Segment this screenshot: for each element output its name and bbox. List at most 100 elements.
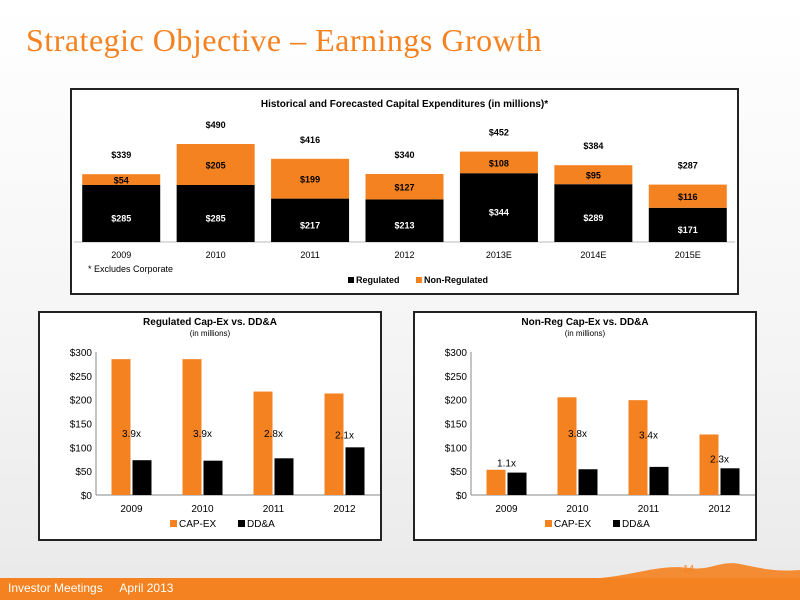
capex-bar-nonregulated: [176, 144, 255, 185]
capex-bar-nonregulated: [554, 165, 633, 185]
reg-y-tick: $300: [70, 348, 93, 359]
capex-total-label: $339: [111, 150, 131, 160]
capex-total-label: $340: [394, 150, 414, 160]
capex-x-tick: 2013E: [486, 250, 512, 260]
nonreg-x-tick: 2011: [638, 504, 660, 515]
capex-x-tick: 2012: [394, 250, 414, 260]
nonreg-bar-capex: [557, 397, 577, 495]
nonreg-ratio-label: 1.1x: [497, 459, 516, 470]
nonreg-bar-dda: [578, 469, 598, 495]
capex-bar-nonregulated: [365, 174, 444, 200]
reg-y-tick: $100: [70, 443, 93, 454]
reg-bar-dda: [203, 460, 223, 495]
capex-bar-regulated: [82, 185, 161, 242]
capex-total-label: $490: [206, 120, 226, 130]
reg-ratio-label: 2.1x: [335, 430, 354, 441]
nonreg-x-tick: 2010: [566, 504, 589, 515]
reg-chart-subtitle: (in millions): [190, 329, 231, 338]
footer-date: April 2013: [119, 581, 174, 595]
capex-value-label: $171: [678, 225, 698, 235]
reg-bar-dda: [132, 460, 152, 495]
capex-footnote: * Excludes Corporate: [88, 264, 173, 274]
capex-value-label: $54: [114, 176, 129, 186]
capex-total-label: $384: [583, 141, 603, 151]
reg-bar-dda: [274, 458, 294, 495]
capex-chart: Historical and Forecasted Capital Expend…: [74, 99, 735, 285]
capex-value-label: $285: [206, 214, 226, 224]
capex-value-label: $199: [300, 175, 320, 185]
capex-chart-panel: Historical and Forecasted Capital Expend…: [70, 88, 739, 295]
capex-value-label: $127: [394, 183, 414, 193]
reg-bar-dda: [345, 447, 365, 495]
capex-value-label: $205: [206, 161, 226, 171]
capex-x-tick: 2011: [300, 250, 319, 260]
brand-wave-icon: [600, 563, 800, 578]
nonreg-x-tick: 2009: [495, 504, 518, 515]
nonreg-bar-capex: [628, 400, 648, 495]
nonreg-ratio-label: 2.3x: [710, 454, 729, 465]
capex-chart-title: Historical and Forecasted Capital Expend…: [261, 99, 548, 110]
reg-x-tick: 2012: [333, 504, 356, 515]
nonreg-y-tick: $150: [445, 420, 468, 431]
footer-bar: Investor Meetings April 2013: [0, 578, 800, 600]
capex-legend-swatch-1: [416, 277, 422, 283]
reg-bar-capex: [253, 391, 273, 495]
capex-bar-nonregulated: [648, 184, 727, 208]
capex-value-label: $344: [489, 208, 509, 218]
nonreg-y-tick: $200: [445, 396, 468, 407]
capex-value-label: $116: [678, 192, 698, 202]
reg-ratio-label: 2.8x: [264, 429, 283, 440]
reg-y-tick: $150: [70, 420, 93, 431]
capex-value-label: $213: [394, 221, 414, 231]
nonreg-ratio-label: 3.4x: [639, 430, 658, 441]
capex-bar-regulated: [459, 173, 538, 242]
reg-bar-capex: [182, 359, 202, 495]
reg-y-tick: $0: [81, 491, 93, 502]
reg-ratio-label: 3.9x: [193, 429, 212, 440]
nonreg-legend-label-0: CAP-EX: [554, 519, 592, 530]
nonreg-legend-label-1: DD&A: [622, 519, 650, 530]
nonreg-capex-chart: Non-Reg Cap-Ex vs. DD&A(in millions) $0 $5…: [445, 317, 755, 530]
capex-bar-regulated: [365, 199, 444, 242]
reg-x-tick: 2011: [263, 504, 285, 515]
capex-legend-label-1: Non-Regulated: [424, 275, 488, 285]
reg-legend-swatch-1: [238, 520, 245, 527]
nonreg-legend-swatch-1: [613, 520, 620, 527]
capex-value-label: $285: [111, 214, 131, 224]
nonreg-ratio-label: 3.8x: [568, 429, 587, 440]
capex-bar-nonregulated: [459, 151, 538, 174]
capex-value-label: $108: [489, 158, 509, 168]
capex-bar-regulated: [271, 198, 350, 242]
nonreg-y-tick: $300: [445, 348, 468, 359]
nonreg-bar-capex: [486, 469, 506, 495]
capex-total-label: $416: [300, 135, 320, 145]
nonreg-y-tick: $0: [456, 491, 468, 502]
capex-x-tick: 2014E: [580, 250, 606, 260]
capex-value-label: $95: [586, 171, 601, 181]
nonreg-legend-swatch-0: [545, 520, 552, 527]
capex-value-label: $289: [583, 213, 603, 223]
nonreg-bar-dda: [649, 466, 669, 495]
capex-bar-regulated: [648, 207, 727, 242]
capex-x-tick: 2015E: [675, 250, 701, 260]
nonreg-bar-dda: [507, 472, 527, 495]
nonreg-bar-dda: [720, 468, 740, 495]
capex-bar-regulated: [554, 184, 633, 242]
regulated-chart-panel: Regulated Cap-Ex vs. DD&A (in millions) $0…: [38, 311, 382, 541]
capex-legend-label-0: Regulated: [356, 275, 400, 285]
nonreg-y-tick: $50: [450, 467, 467, 478]
footer-event: Investor Meetings: [8, 581, 103, 595]
capex-bar-regulated: [176, 185, 255, 242]
reg-x-tick: 2009: [120, 504, 143, 515]
nonreg-chart-subtitle: (in millions): [565, 329, 606, 338]
slide-title: Strategic Objective – Earnings Growth: [26, 22, 543, 58]
footer-text: Investor Meetings April 2013: [8, 581, 187, 595]
capex-x-tick: 2009: [111, 250, 131, 260]
reg-y-tick: $50: [75, 467, 92, 478]
reg-bar-capex: [111, 359, 131, 495]
capex-x-tick: 2010: [206, 250, 226, 260]
nonreg-chart-title: Non-Reg Cap-Ex vs. DD&A: [521, 317, 648, 328]
nonreg-y-tick: $250: [445, 372, 468, 383]
capex-total-label: $452: [489, 128, 509, 138]
reg-legend-label-1: DD&A: [247, 519, 275, 530]
